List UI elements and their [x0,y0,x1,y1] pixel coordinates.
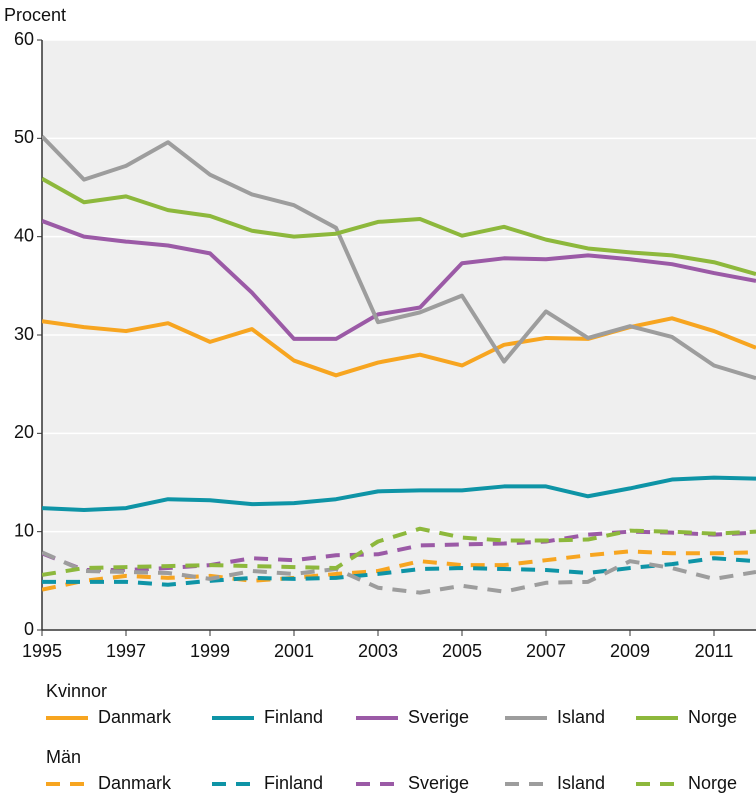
y-tick-label: 40 [14,225,34,245]
legend-group-title: Kvinnor [46,681,107,701]
line [42,134,756,381]
legend-group-title: Män [46,747,81,767]
legend-label: Sverige [408,773,469,793]
x-tick-label: 1995 [22,641,62,661]
y-tick-label: 50 [14,127,34,147]
dashed-line [42,549,756,592]
legend-label: Island [557,707,605,727]
y-tick-label: 0 [24,619,34,639]
legend-label: Danmark [98,773,172,793]
x-tick-label: 2007 [526,641,566,661]
x-tick-label: 2003 [358,641,398,661]
legend-label: Norge [688,773,737,793]
y-tick-label: 20 [14,422,34,442]
legend-label: Finland [264,707,323,727]
dashed-line [42,526,756,577]
dashed-line [42,550,756,595]
legend-label: Sverige [408,707,469,727]
line [42,219,756,341]
line [42,316,756,378]
x-tick-label: 2009 [610,641,650,661]
legend-label: Danmark [98,707,172,727]
x-tick-label: 1999 [190,641,230,661]
x-tick-label: 1997 [106,641,146,661]
line [42,475,756,513]
y-axis-label: Procent [4,5,66,25]
x-tick-label: 2005 [442,641,482,661]
legend-label: Finland [264,773,323,793]
y-tick-label: 10 [14,520,34,540]
line [42,176,756,276]
legend-label: Island [557,773,605,793]
y-tick-label: 30 [14,324,34,344]
plot-lines [42,134,756,595]
x-tick-label: 2011 [695,641,734,661]
x-tick-label: 2001 [274,641,314,661]
y-tick-label: 60 [14,29,34,49]
legend-label: Norge [688,707,737,727]
